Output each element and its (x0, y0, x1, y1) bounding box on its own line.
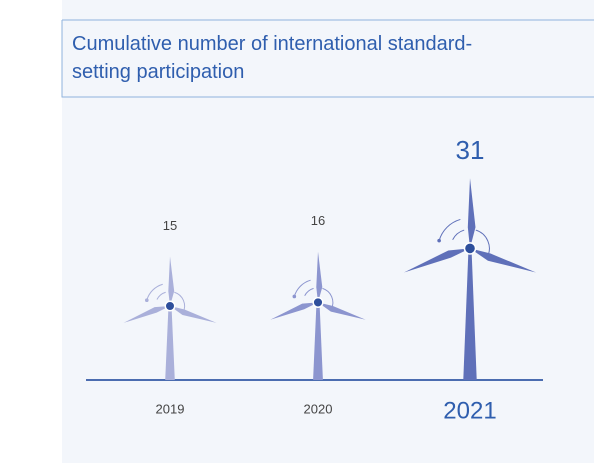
hub (312, 296, 324, 308)
blade (318, 302, 366, 320)
blade (170, 306, 217, 323)
turbine (270, 251, 366, 380)
motion-arc (475, 229, 490, 258)
tower (463, 248, 477, 380)
blade (467, 178, 476, 249)
x-tick-label: 2021 (443, 397, 496, 424)
blade (470, 248, 537, 273)
title-line: Cumulative number of international stand… (72, 33, 472, 55)
motion-dot (145, 298, 149, 303)
value-label: 31 (456, 135, 485, 165)
turbine (123, 256, 217, 380)
title-line: setting participation (72, 61, 244, 83)
value-label: 15 (163, 218, 177, 233)
hub (463, 242, 477, 255)
motion-arc (174, 291, 186, 313)
motion-arc (304, 287, 314, 297)
turbine (403, 178, 537, 380)
title-box (61, 19, 594, 98)
motion-arc (452, 229, 465, 240)
motion-arc (156, 291, 166, 300)
motion-dot (437, 238, 441, 243)
value-label: 16 (311, 213, 325, 228)
tower (165, 306, 175, 380)
blade (403, 248, 470, 273)
blade (316, 251, 323, 303)
blade (123, 306, 170, 323)
blade (168, 256, 175, 306)
chart-title: Cumulative number of international stand… (72, 33, 478, 83)
tower (313, 302, 323, 380)
x-tick-label: 2020 (304, 401, 333, 416)
hub (164, 300, 176, 312)
motion-arc (438, 218, 461, 241)
motion-dot (292, 294, 297, 299)
x-tick-label: 2019 (156, 401, 185, 416)
blade (270, 302, 318, 320)
motion-arc (322, 287, 334, 310)
